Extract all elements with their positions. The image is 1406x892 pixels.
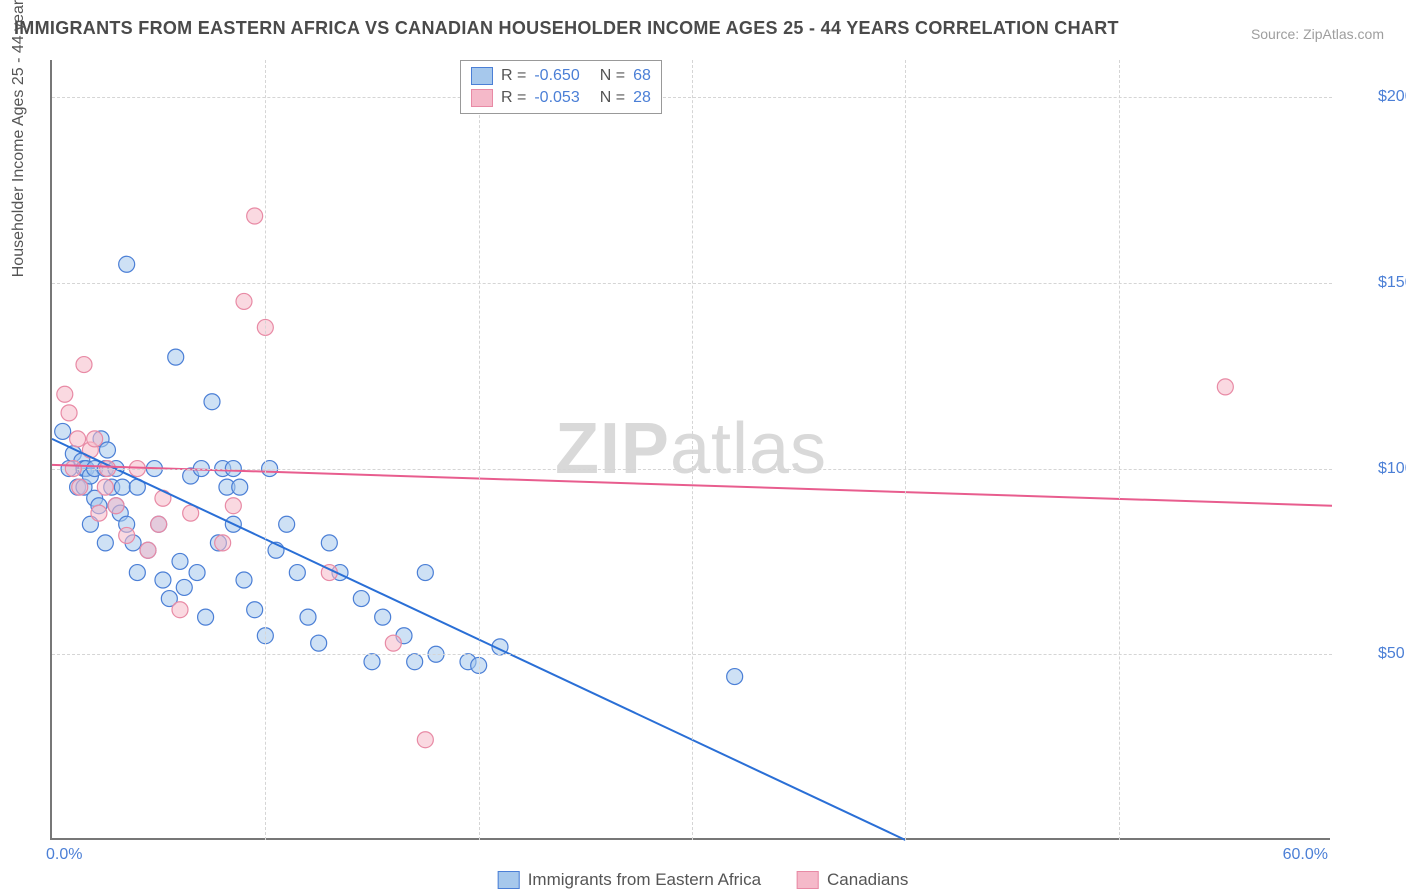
data-point [353,591,369,607]
legend-series-name: Canadians [827,870,908,890]
data-point [61,405,77,421]
n-value: 68 [633,67,651,85]
legend-item: Immigrants from Eastern Africa [498,870,761,890]
plot-area: ZIPatlas $50,000$100,000$150,000$200,000 [50,60,1330,840]
data-point [417,565,433,581]
gridline-vertical [265,60,266,840]
data-point [198,609,214,625]
data-point [57,386,73,402]
data-point [311,635,327,651]
data-point [247,208,263,224]
data-point [108,498,124,514]
data-point [225,498,241,514]
source-attribution: Source: ZipAtlas.com [1251,26,1384,42]
y-tick-label: $200,000 [1378,88,1406,106]
x-axis-max-label: 60.0% [1283,846,1328,864]
data-point [247,602,263,618]
data-point [129,565,145,581]
n-value: 28 [633,89,651,107]
data-point [204,394,220,410]
data-point [172,602,188,618]
data-point [407,654,423,670]
data-point [114,479,130,495]
n-label: N = [600,89,625,107]
data-point [72,479,88,495]
chart-title: IMMIGRANTS FROM EASTERN AFRICA VS CANADI… [14,18,1119,39]
data-point [151,516,167,532]
data-point [232,479,248,495]
gridline-vertical [1119,60,1120,840]
gridline-vertical [905,60,906,840]
chart-container: IMMIGRANTS FROM EASTERN AFRICA VS CANADI… [0,0,1406,892]
data-point [236,293,252,309]
data-point [236,572,252,588]
data-point [97,479,113,495]
r-value: -0.053 [534,89,579,107]
data-point [321,535,337,551]
data-point [119,256,135,272]
data-point [364,654,380,670]
y-tick-label: $50,000 [1378,645,1406,663]
data-point [76,357,92,373]
data-point [176,579,192,595]
data-point [727,669,743,685]
data-point [417,732,433,748]
data-point [140,542,156,558]
plot-region: ZIPatlas $50,000$100,000$150,000$200,000… [50,60,1380,840]
legend-swatch [498,871,520,889]
legend-item: Canadians [797,870,908,890]
data-point [375,609,391,625]
data-point [168,349,184,365]
correlation-legend: R = -0.650 N = 68 R = -0.053 N = 28 [460,60,662,114]
data-point [215,535,231,551]
r-label: R = [501,67,526,85]
data-point [55,423,71,439]
data-point [172,553,188,569]
legend-row: R = -0.053 N = 28 [471,87,651,109]
data-point [87,431,103,447]
data-point [289,565,305,581]
gridline-vertical [692,60,693,840]
data-point [300,609,316,625]
data-point [119,527,135,543]
r-value: -0.650 [534,67,579,85]
data-point [155,572,171,588]
data-point [279,516,295,532]
data-point [70,431,86,447]
legend-series-name: Immigrants from Eastern Africa [528,870,761,890]
data-point [189,565,205,581]
data-point [1217,379,1233,395]
series-legend: Immigrants from Eastern Africa Canadians [498,870,909,890]
y-axis-label: Householder Income Ages 25 - 44 years [10,0,28,277]
data-point [97,535,113,551]
data-point [385,635,401,651]
gridline-vertical [479,60,480,840]
data-point [99,442,115,458]
x-axis-min-label: 0.0% [46,846,82,864]
legend-swatch [471,67,493,85]
legend-swatch [471,89,493,107]
y-tick-label: $150,000 [1378,274,1406,292]
legend-row: R = -0.650 N = 68 [471,65,651,87]
data-point [91,505,107,521]
y-tick-label: $100,000 [1378,460,1406,478]
n-label: N = [600,67,625,85]
legend-swatch [797,871,819,889]
r-label: R = [501,89,526,107]
